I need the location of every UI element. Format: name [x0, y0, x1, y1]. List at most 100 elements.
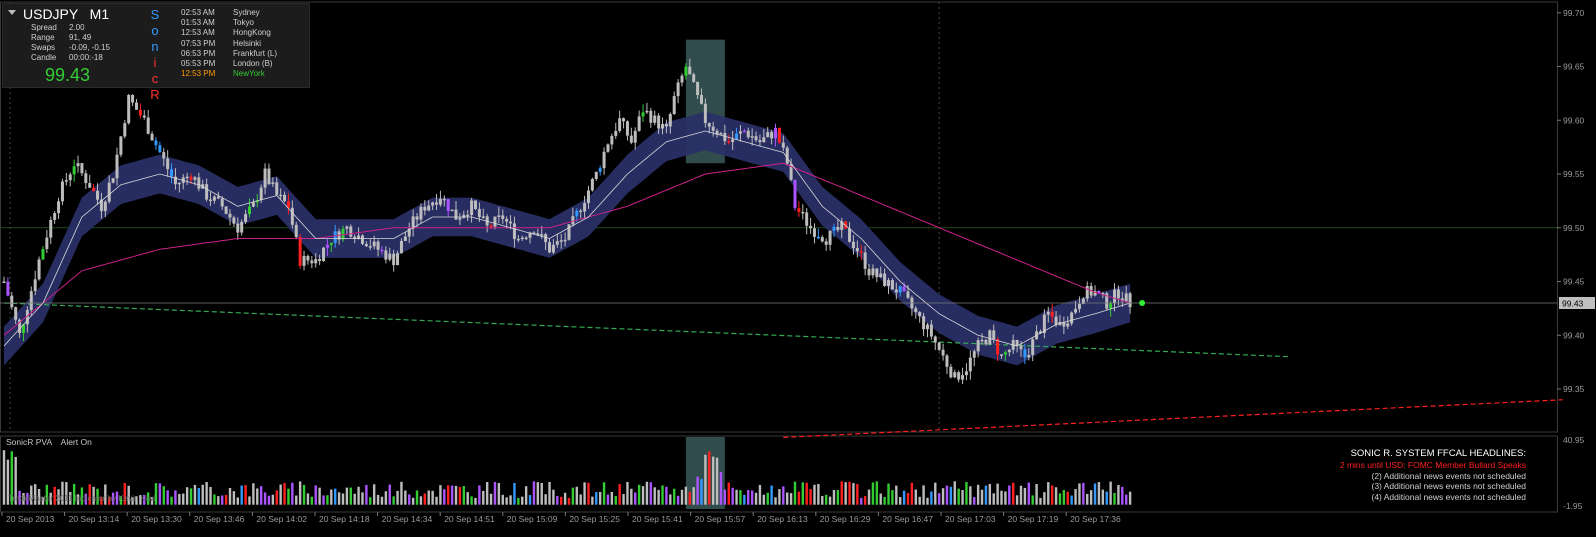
volume-bar [287, 488, 290, 505]
candle-body [848, 228, 852, 242]
candle-body [150, 133, 154, 141]
candle-body [415, 216, 419, 220]
volume-bar [953, 481, 956, 505]
candle-body [571, 216, 575, 225]
volume-bar [1066, 491, 1069, 505]
volume-bar [111, 492, 115, 505]
time-axis: 20 Sep 2013 20 Sep 13:14 20 Sep 13:30 20 Se… [1, 512, 1121, 524]
ema-slow-line [3, 162, 1131, 336]
collapse-arrow-icon[interactable] [8, 10, 16, 15]
volume-bar [614, 496, 617, 505]
candle-body [711, 126, 715, 131]
x-tick-label: 20 Sep 15:57 [695, 514, 746, 524]
candle-body [107, 182, 111, 202]
session-city: Frankfurt (L) [233, 48, 278, 58]
volume-bar [583, 482, 586, 505]
candle-body [532, 232, 536, 235]
volume-bar [1109, 481, 1112, 505]
volume-bar [6, 459, 10, 505]
candle-body [1019, 345, 1023, 350]
volume-bar [80, 487, 84, 505]
volume-bar [33, 484, 37, 505]
candle-body [446, 199, 450, 211]
volume-bar [236, 497, 239, 505]
candle-body [633, 130, 637, 143]
volume-bar [166, 490, 169, 505]
volume-bar [832, 489, 836, 505]
volume-bar [45, 484, 49, 505]
info-row-swaps: Swaps -0.09, -0.15 [31, 43, 110, 52]
candle-body [411, 216, 415, 229]
volume-bar [754, 492, 758, 505]
candle-body [918, 312, 922, 317]
candle-body [622, 118, 626, 122]
candle-body [372, 241, 376, 247]
candle-body [696, 81, 700, 95]
volume-bar [185, 487, 189, 505]
candle-body [33, 279, 37, 292]
candle-body [512, 223, 516, 240]
candle-body [1046, 311, 1050, 315]
volume-bar [53, 486, 56, 505]
volume-bar [852, 483, 855, 505]
volume-bar [1043, 492, 1046, 505]
volume-bar [345, 487, 349, 505]
volume-bar [337, 492, 341, 505]
candle-body [894, 289, 898, 293]
volume-bar [96, 488, 99, 505]
volume-bar [661, 485, 664, 505]
volume-bar [665, 486, 668, 505]
candle-body [333, 231, 337, 243]
candle-body [228, 213, 232, 218]
x-tick-label: 20 Sep 16:13 [757, 514, 808, 524]
candle-body [777, 127, 781, 143]
volume-bar [108, 497, 111, 505]
candle-body [384, 250, 388, 260]
session-row: 07:53 PM Helsinki [181, 39, 277, 49]
candle-body [138, 109, 142, 116]
volume-bar [786, 492, 789, 505]
candle-body [579, 210, 583, 213]
volume-bar [443, 489, 446, 505]
volume-bar [404, 490, 407, 505]
x-tick-label: 20 Sep 16:29 [820, 514, 871, 524]
volume-bar [805, 482, 808, 505]
candle-body [509, 221, 513, 224]
sonic-letter: c [151, 71, 159, 86]
volume-bar [669, 494, 672, 505]
candle-body [6, 281, 10, 296]
candle-body [754, 136, 758, 141]
volume-bar [618, 484, 621, 505]
session-city: Helsinki [233, 38, 262, 48]
x-tick-label: 20 Sep 14:02 [256, 514, 307, 524]
volume-bar [969, 486, 972, 505]
candle-body [193, 177, 197, 180]
candle-body [1070, 312, 1074, 324]
volume-bar [891, 490, 894, 505]
volume-bar [123, 483, 126, 505]
session-time: 05:53 PM [181, 59, 216, 69]
candle-body [836, 226, 840, 230]
volume-bar [556, 495, 559, 505]
candle-body [224, 206, 228, 214]
volume-bar [213, 494, 216, 505]
volume-bar [1101, 489, 1105, 505]
volume-bar [1039, 497, 1042, 505]
volume-bar [30, 485, 33, 505]
candle-body [142, 115, 146, 118]
volume-bar [372, 484, 376, 505]
candle-body [209, 199, 213, 202]
volume-bar [334, 488, 337, 505]
volume-bar [1128, 491, 1132, 505]
volume-bar [860, 497, 863, 505]
candle-body [76, 163, 80, 167]
volume-bar [692, 487, 695, 505]
session-row: 05:53 PM London (B) [181, 59, 277, 69]
candle-body [146, 117, 150, 134]
volume-bar [758, 484, 762, 505]
candle-body [797, 208, 801, 212]
volume-bar [435, 496, 438, 505]
candle-body [1105, 293, 1109, 309]
candle-body [898, 286, 902, 293]
